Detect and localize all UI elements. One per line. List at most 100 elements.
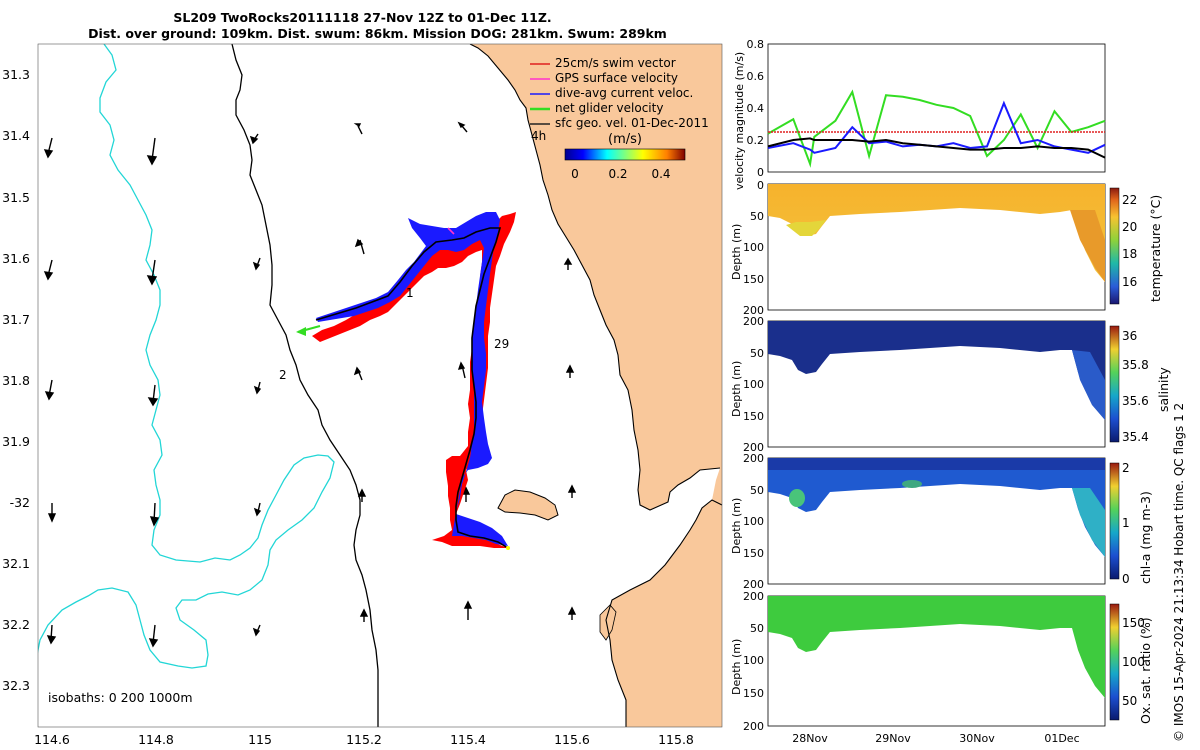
track-label: 2 xyxy=(279,368,287,382)
oxygen-cbar-tick: 50 xyxy=(1122,694,1137,708)
map-ytick: 31.7 xyxy=(2,312,30,327)
velocity-ytick: 0.2 xyxy=(747,134,765,147)
velocity-yticks: 0 0.2 0.4 0.6 0.8 xyxy=(747,38,765,179)
isobath-note: isobaths: 0 200 1000m xyxy=(48,690,193,705)
temperature-cold-patch xyxy=(786,220,826,236)
glider-track xyxy=(315,227,509,549)
map-ytick: 32.2 xyxy=(2,617,30,632)
time-axis: 28Nov 29Nov 30Nov 01Dec xyxy=(792,732,1079,745)
chlorophyll-cbar-label: chl-a (mg m-3) xyxy=(1138,491,1153,584)
oxygen-ytick: 200 xyxy=(743,590,764,603)
oxygen-cbar-tick: 100 xyxy=(1122,655,1145,669)
chlorophyll-patch xyxy=(902,480,922,488)
salinity-colorbar xyxy=(1109,325,1120,443)
chlorophyll-cbar-tick: 0 xyxy=(1122,572,1130,586)
salinity-cbar-tick: 35.6 xyxy=(1122,394,1149,408)
map-xtick: 115.2 xyxy=(346,732,382,747)
oxygen-section: 200 50 100 150 200 50 100 150 Depth (m) … xyxy=(730,590,1153,733)
map-ytick: 32.1 xyxy=(2,556,30,571)
map-xtick: 115.6 xyxy=(554,732,590,747)
salinity-ytick: 50 xyxy=(750,347,764,360)
chlorophyll-deep-patch xyxy=(1072,488,1105,557)
time-tick: 29Nov xyxy=(875,732,911,745)
map-xtick: 115 xyxy=(248,732,272,747)
chlorophyll-ylabel: Depth (m) xyxy=(730,498,743,554)
chlorophyll-max-patch xyxy=(789,489,805,507)
velocity-series-net-glider-velocity xyxy=(767,89,1106,168)
oxygen-ylabel: Depth (m) xyxy=(730,639,743,695)
salinity-field xyxy=(768,321,1105,420)
coastline xyxy=(469,44,721,511)
oxygen-cbar-tick: 150 xyxy=(1122,616,1145,630)
temperature-field xyxy=(768,184,1105,282)
velocity-ytick: 0.6 xyxy=(747,70,765,83)
chlorophyll-ytick: 200 xyxy=(743,452,764,465)
temperature-ytick: 200 xyxy=(743,304,764,317)
track-end-marker xyxy=(506,546,510,550)
time-tick: 28Nov xyxy=(792,732,828,745)
chlorophyll-ytick: 50 xyxy=(750,484,764,497)
map-xtick: 115.4 xyxy=(450,732,486,747)
chlorophyll-colorbar xyxy=(1109,462,1120,580)
map-ytick: 31.5 xyxy=(2,190,30,205)
chlorophyll-ytick: 100 xyxy=(743,515,764,528)
chlorophyll-cbar-tick: 2 xyxy=(1122,461,1130,475)
salinity-cbar-tick: 35.8 xyxy=(1122,358,1149,372)
velocity-colorbar-tick: 0.2 xyxy=(608,167,627,181)
map-x-ticks: 114.6 114.8 115 115.2 115.4 115.6 115.8 xyxy=(34,732,694,747)
temperature-cbar-label: temperature (°C) xyxy=(1148,195,1163,302)
salinity-cbar-label: salinity xyxy=(1156,367,1171,412)
chlorophyll-ytick: 200 xyxy=(743,578,764,591)
velocity-chart: 0 0.2 0.4 0.6 0.8 velocity magnitude (m/… xyxy=(733,38,1106,190)
legend-item-current-velocity: dive-avg current veloc. xyxy=(530,86,693,100)
track-label: 29 xyxy=(494,337,509,351)
temperature-section: 0 50 100 150 200 16 18 20 22 Depth (m) t… xyxy=(730,179,1163,317)
map-ytick: 31.8 xyxy=(2,373,30,388)
temperature-ytick: 50 xyxy=(750,210,764,223)
svg-text:GPS surface velocity: GPS surface velocity xyxy=(555,71,678,85)
map-ytick: 31.4 xyxy=(2,128,30,143)
velocity-ylabel: velocity magnitude (m/s) xyxy=(733,52,746,190)
velocity-series-group xyxy=(767,89,1106,168)
map-ytick: 31.6 xyxy=(2,251,30,266)
time-tick: 30Nov xyxy=(959,732,995,745)
map-ytick: 31.9 xyxy=(2,434,30,449)
velocity-ytick: 0.8 xyxy=(747,38,765,51)
oxygen-ytick: 150 xyxy=(743,687,764,700)
velocity-series-surface-geostrophic xyxy=(767,137,1106,159)
salinity-ytick: 200 xyxy=(743,315,764,328)
garden-island xyxy=(497,489,559,521)
velocity-colorbar-tick: 0.4 xyxy=(651,167,670,181)
svg-text:25cm/s swim vector: 25cm/s swim vector xyxy=(555,56,676,70)
chlorophyll-field xyxy=(768,458,1105,557)
map-ytick: 31.3 xyxy=(2,67,30,82)
temperature-ytick: 150 xyxy=(743,273,764,286)
salinity-ylabel: Depth (m) xyxy=(730,361,743,417)
gps-velocity-arrow xyxy=(447,227,455,235)
geostrophic-arrows xyxy=(43,121,577,648)
oxygen-ytick: 50 xyxy=(750,622,764,635)
chart-title-line2: Dist. over ground: 109km. Dist. swum: 86… xyxy=(88,26,667,41)
map-xtick: 114.6 xyxy=(34,732,70,747)
salinity-ytick: 200 xyxy=(743,441,764,454)
oxygen-cbar-label: Ox. sat. ratio (%) xyxy=(1138,617,1153,724)
chlorophyll-surface-layer xyxy=(768,458,1105,470)
copyright-notice: © IMOS 15-Apr-2024 21:13:34 Hobart time.… xyxy=(1172,402,1186,742)
swim-vector-band xyxy=(312,212,516,548)
track-label: 4h xyxy=(531,129,546,143)
salinity-ytick: 100 xyxy=(743,378,764,391)
temperature-ytick: 0 xyxy=(757,179,764,192)
isobath-1000m xyxy=(38,44,335,669)
chlorophyll-cbar-tick: 1 xyxy=(1122,516,1130,530)
map-xtick: 115.8 xyxy=(658,732,694,747)
svg-text:sfc geo. vel. 01-Dec-2011: sfc geo. vel. 01-Dec-2011 xyxy=(555,116,709,130)
salinity-ytick: 150 xyxy=(743,410,764,423)
temperature-warm-patch xyxy=(1070,210,1105,282)
isobath-200m xyxy=(231,44,379,727)
salinity-cbar-tick: 35.4 xyxy=(1122,430,1149,444)
svg-text:dive-avg current veloc.: dive-avg current veloc. xyxy=(555,86,693,100)
velocity-ytick: 0 xyxy=(757,166,764,179)
temperature-cbar-tick: 22 xyxy=(1122,193,1137,207)
chart-title-line1: SL209 TwoRocks20111118 27-Nov 12Z to 01-… xyxy=(173,10,552,25)
